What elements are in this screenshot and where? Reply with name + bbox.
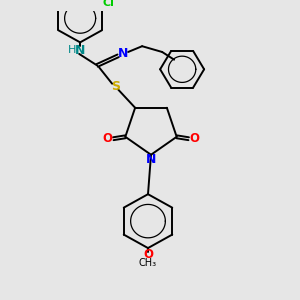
Text: O: O bbox=[102, 132, 112, 145]
Text: S: S bbox=[111, 80, 120, 93]
Text: N: N bbox=[75, 44, 85, 57]
Text: O: O bbox=[143, 248, 153, 261]
Text: N: N bbox=[118, 47, 128, 60]
Text: O: O bbox=[190, 132, 200, 145]
Text: H: H bbox=[68, 45, 76, 55]
Text: CH₃: CH₃ bbox=[139, 258, 157, 268]
Text: Cl: Cl bbox=[103, 0, 115, 8]
Text: N: N bbox=[146, 153, 156, 166]
